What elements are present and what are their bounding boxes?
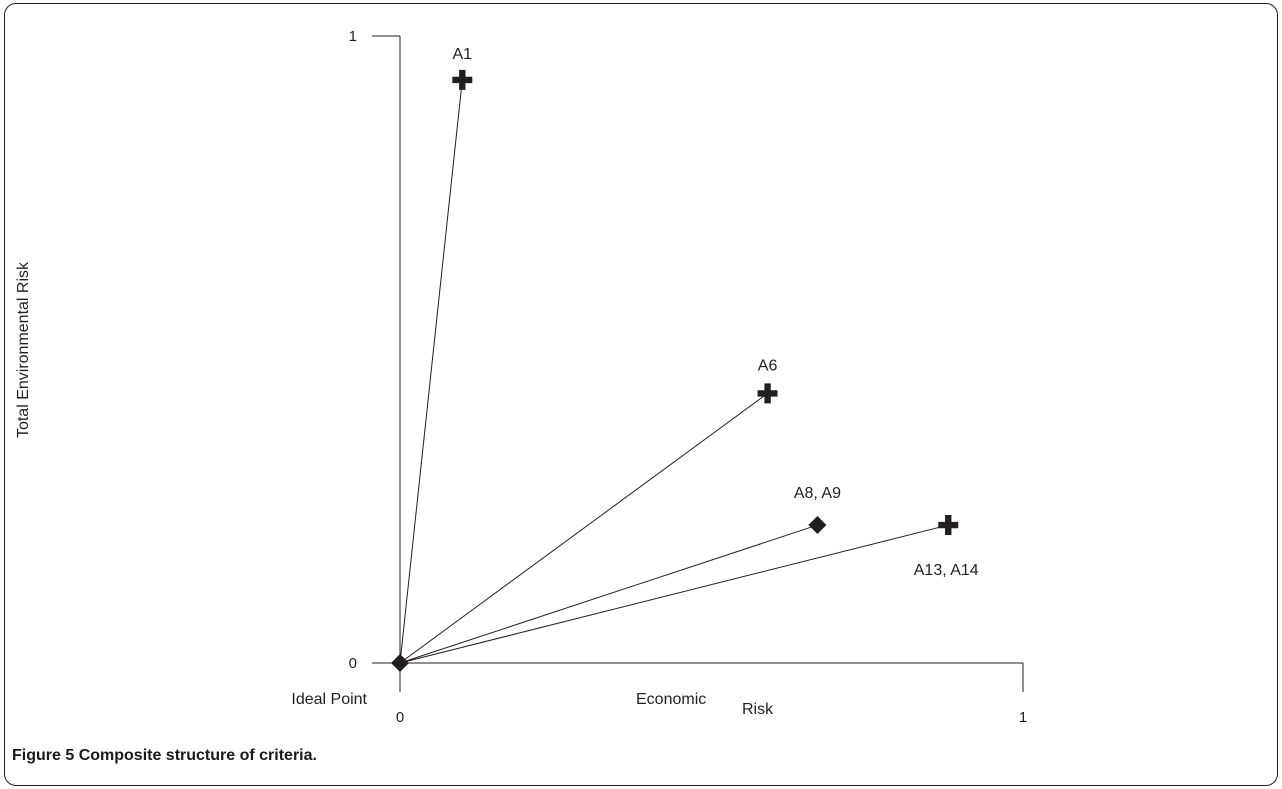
point-marker-a6 [757,383,778,404]
caption-text: Composite structure of criteria. [78,747,317,764]
vector-lines [399,79,949,664]
x-axis-title-economic: Economic [636,691,706,708]
point-labels: A1 A6 A8, A9 A13, A14 [453,46,979,579]
ideal-point-marker [391,654,409,672]
point-markers [391,69,959,672]
point-marker-a13-a14 [938,515,959,536]
vector-line-a13-a14 [399,524,949,664]
y-tick-label-top: 1 [349,28,357,45]
point-label-a6: A6 [758,357,778,374]
y-axis-title: Total Environmental Risk [15,261,32,438]
x-tick-label-left: 0 [396,709,404,726]
vector-line-a6 [399,392,768,664]
point-label-a8-a9: A8, A9 [794,485,841,502]
origin-label: Ideal Point [291,691,367,708]
caption-label: Figure 5 [12,747,75,764]
axis-titles: Total Environmental Risk Economic Risk I… [15,261,774,718]
point-marker-a1 [452,69,473,90]
figure-caption: Figure 5 Composite structure of criteria… [12,747,317,765]
axes [372,35,1024,692]
vector-line-a1 [399,79,463,664]
x-axis-title-risk: Risk [742,701,774,718]
tick-labels: 1 0 0 1 [349,28,1028,726]
x-tick-label-right: 1 [1019,709,1027,726]
vector-line-a8-a9 [399,524,818,664]
y-tick-label-bottom: 0 [349,655,357,672]
figure-frame [4,3,1278,786]
point-label-a1: A1 [453,46,473,63]
point-label-a13-a14: A13, A14 [914,562,979,579]
point-marker-a8-a9 [808,516,827,535]
